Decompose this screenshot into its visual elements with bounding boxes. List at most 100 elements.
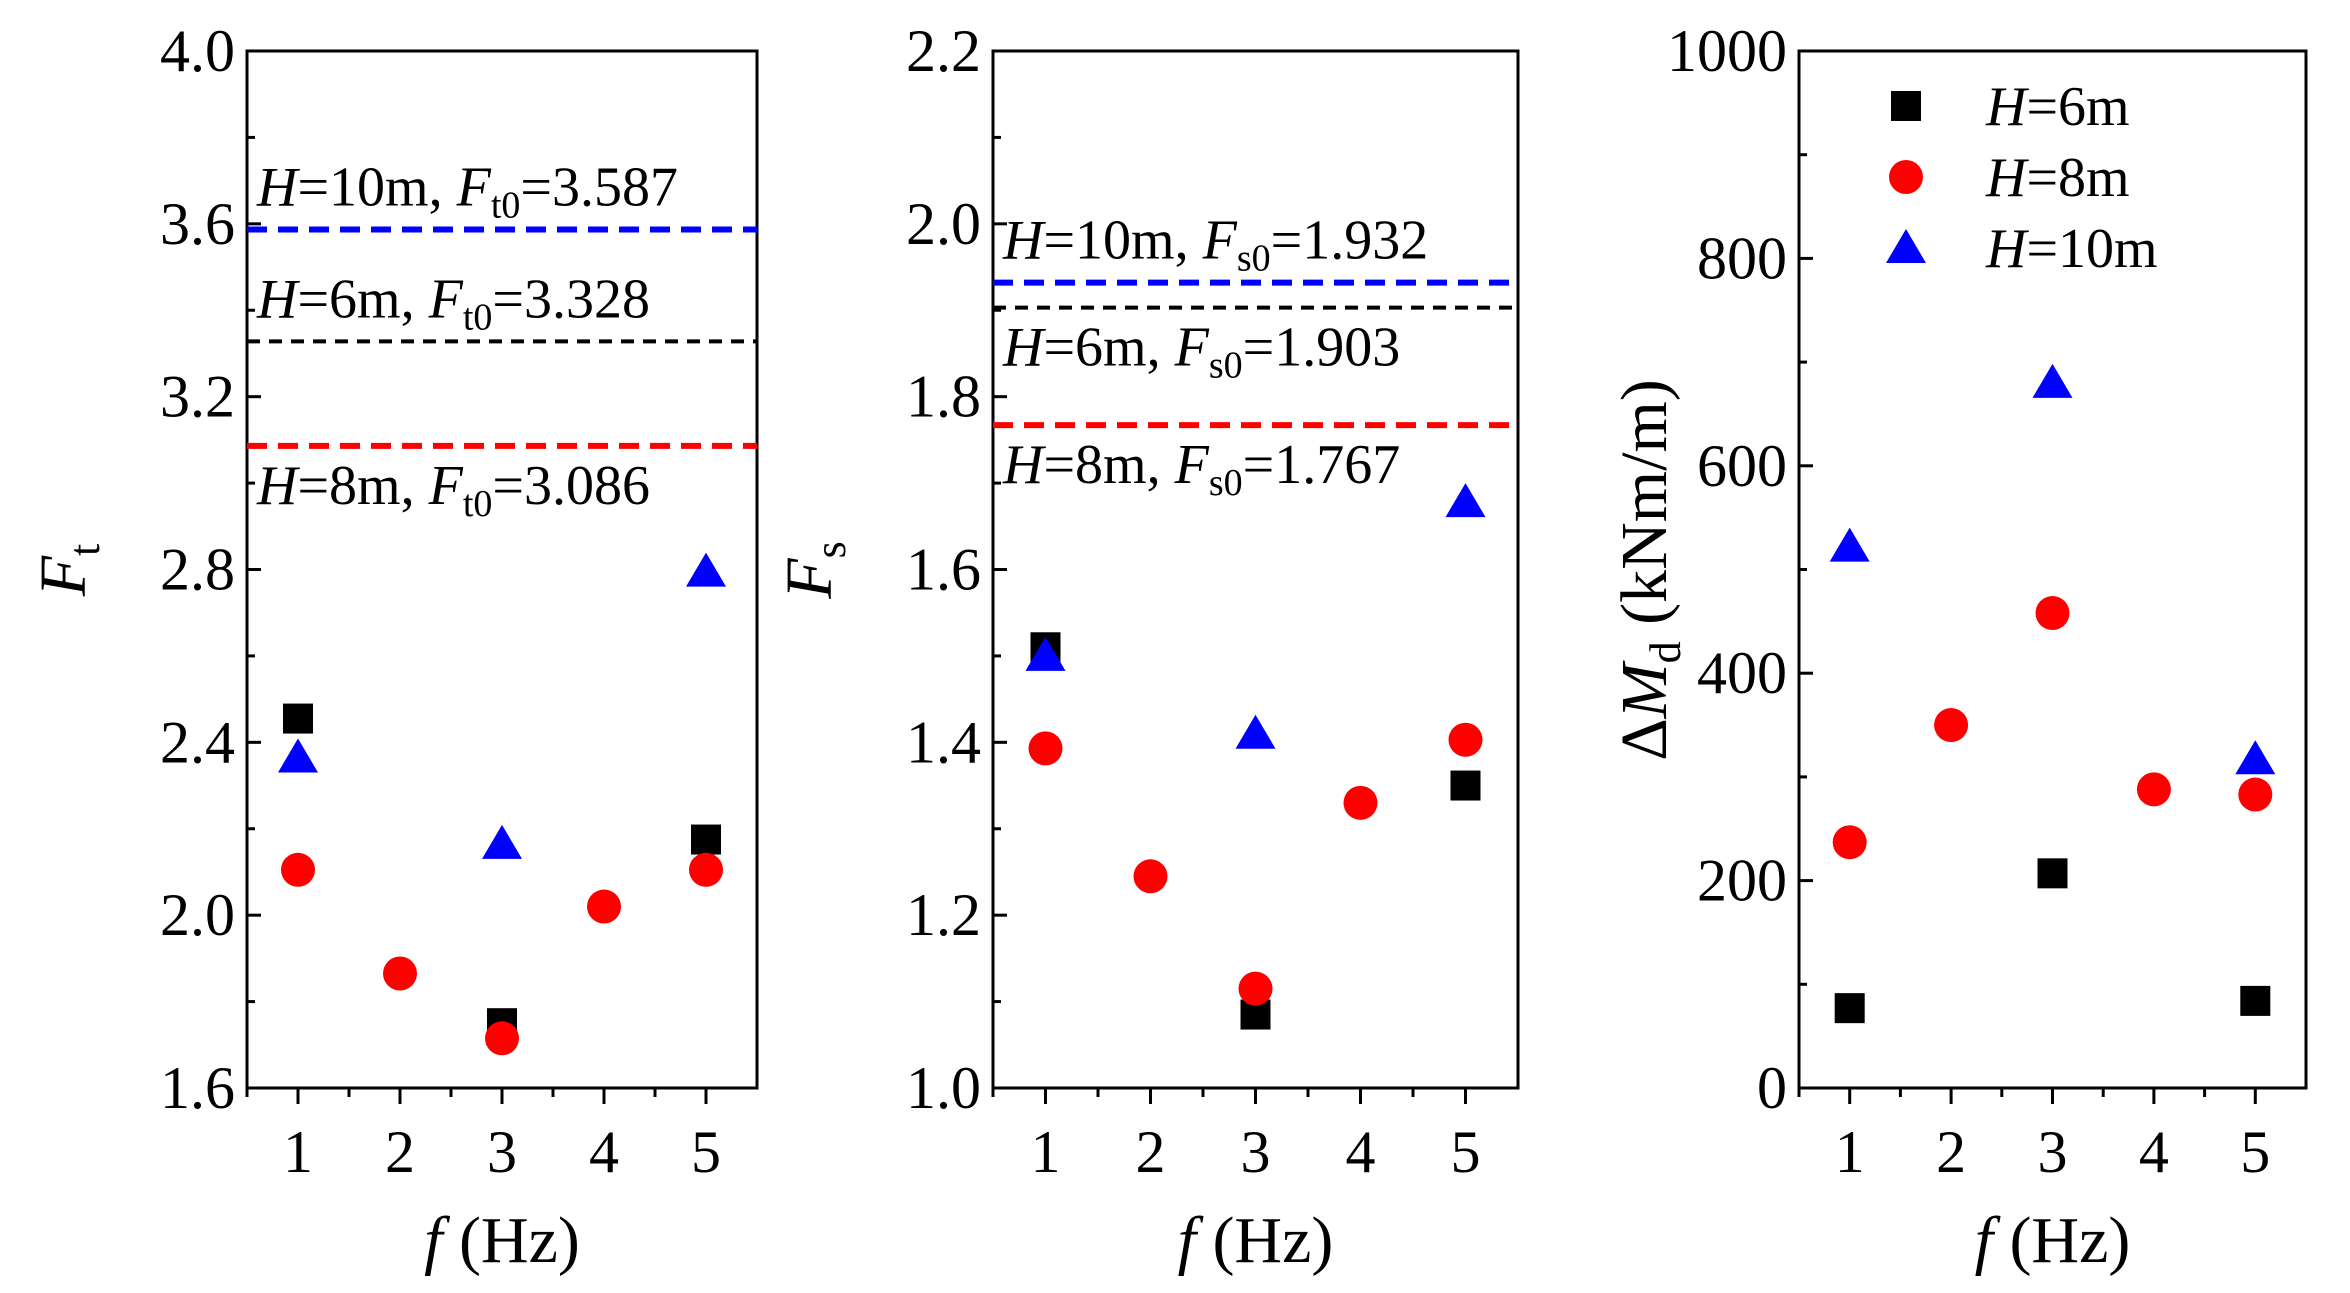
annot-mid: =6m, (1043, 317, 1174, 379)
annot-var: H (256, 455, 300, 517)
annot-sub: t0 (463, 483, 493, 525)
legend-label: H=6m (1985, 76, 2130, 138)
annot-mid: =10m, (297, 156, 456, 218)
y-tick-label: 1.6 (906, 537, 981, 603)
x-tick-label: 4 (1346, 1119, 1376, 1185)
y-axis-var: F (773, 558, 846, 600)
reference-line-label: H=8m, Ft0=3.086 (256, 455, 650, 525)
legend-var: H (1985, 76, 2029, 138)
annot-sym: F (456, 156, 492, 218)
annot-value: =1.767 (1243, 434, 1401, 496)
annot-var: H (1002, 434, 1046, 496)
annot-var: H (256, 268, 300, 330)
legend-var: H (1985, 218, 2029, 280)
x-tick-label: 2 (1936, 1119, 1966, 1185)
y-axis-sub: t (60, 544, 109, 556)
data-point-h10 (1025, 636, 1066, 671)
x-tick-label: 1 (1835, 1119, 1865, 1185)
data-point-h10 (1445, 483, 1486, 518)
data-point-h10 (2032, 363, 2073, 398)
y-tick-label: 2.8 (160, 537, 235, 603)
x-tick-label: 3 (1241, 1119, 1271, 1185)
y-tick-label: 600 (1697, 433, 1787, 499)
x-axis-unit: (Hz) (1993, 1204, 2130, 1277)
data-point-h6 (691, 824, 721, 855)
x-tick-label: 5 (2240, 1119, 2270, 1185)
y-tick-label: 3.6 (160, 191, 235, 257)
annot-sym: F (1202, 210, 1238, 272)
y-tick-label: 2.0 (906, 191, 981, 257)
data-point-h8 (587, 889, 621, 924)
y-axis-var: F (27, 555, 100, 597)
legend-marker-h8 (1889, 160, 1923, 194)
annot-sub: s0 (1237, 238, 1271, 280)
annot-mid: =8m, (297, 455, 428, 517)
y-tick-label: 2.4 (160, 709, 235, 775)
legend: H=6mH=8mH=10m (1886, 76, 2158, 280)
data-point-h8 (2035, 596, 2070, 631)
data-point-h8 (485, 1021, 519, 1056)
data-point-h10 (1829, 527, 1870, 562)
data-point-h10 (2235, 740, 2276, 775)
annot-sym: F (1174, 434, 1210, 496)
data-point-h10 (482, 824, 522, 859)
y-tick-label: 4.0 (160, 18, 235, 84)
legend-label: H=8m (1985, 147, 2130, 209)
data-point-h6 (283, 703, 313, 734)
y-tick-label: 200 (1697, 848, 1787, 914)
x-tick-label: 4 (589, 1119, 619, 1185)
annot-var: H (1002, 210, 1046, 272)
y-tick-label: 1.2 (906, 882, 981, 948)
y-tick-label: 2.2 (906, 18, 981, 84)
y-axis-label: ΔMd (kNm/m) (1608, 379, 1690, 761)
annot-value: =3.328 (492, 268, 650, 330)
annot-mid: =8m, (1043, 434, 1174, 496)
annot-value: =1.903 (1243, 317, 1401, 379)
annot-sym: F (428, 455, 464, 517)
data-point-h10 (1235, 714, 1276, 749)
data-point-h8 (383, 956, 417, 991)
data-point-h8 (1343, 785, 1378, 820)
reference-line-label: H=6m, Ft0=3.328 (256, 268, 650, 338)
data-point-h8 (689, 852, 723, 887)
x-tick-label: 2 (385, 1119, 415, 1185)
y-tick-label: 400 (1697, 640, 1787, 706)
data-point-h8 (1028, 731, 1063, 766)
y-tick-label: 1.8 (906, 364, 981, 430)
y-axis-sub: d (1641, 641, 1690, 663)
data-point-h8 (1448, 722, 1483, 757)
annot-sym: F (1174, 317, 1210, 379)
data-point-h8 (1238, 971, 1273, 1006)
y-axis-sub: s (806, 541, 855, 558)
x-tick-label: 4 (2139, 1119, 2169, 1185)
legend-marker-h6 (1891, 91, 1921, 121)
x-axis-label: f (Hz) (424, 1204, 580, 1277)
panel-fs: 1.01.21.41.61.82.02.21 2 3 4 5f (Hz)FsH=10m,… (773, 18, 1520, 1277)
y-axis-unit: (kNm/m) (1608, 379, 1681, 641)
data-point-h10 (686, 552, 726, 587)
annot-var: H (256, 156, 300, 218)
reference-line-label: H=6m, Fs0=1.903 (1002, 317, 1400, 387)
annot-sub: s0 (1209, 462, 1243, 504)
y-axis-prefix: Δ (1608, 718, 1681, 760)
panel-ft: 1.62.02.42.83.23.64.01 2 3 4 5f (Hz)FtH=10m,… (27, 18, 759, 1277)
annot-sub: t0 (463, 296, 493, 338)
x-tick-label: 1 (283, 1119, 313, 1185)
x-axis-unit: (Hz) (442, 1204, 579, 1277)
data-point-h6 (1450, 770, 1481, 801)
data-point-h6 (2037, 858, 2068, 889)
annot-value: =3.086 (492, 455, 650, 517)
x-axis-label: f (Hz) (1975, 1204, 2131, 1277)
x-axis-unit: (Hz) (1196, 1204, 1333, 1277)
x-tick-label: 1 (1031, 1119, 1061, 1185)
panel-delta-md: 0 200 400 600 800 1000 1 2 3 4 5 f (Hz) ΔMd (kNm/m) H… (1608, 18, 2308, 1277)
data-point-h10 (278, 738, 318, 773)
legend-marker-h10 (1886, 229, 1926, 263)
legend-label: H=10m (1985, 218, 2158, 280)
y-tick-label: 1.4 (906, 709, 981, 775)
legend-value: =10m (2026, 218, 2157, 280)
data-point-h8 (1934, 708, 1969, 743)
y-tick-label: 1.0 (906, 1055, 981, 1121)
